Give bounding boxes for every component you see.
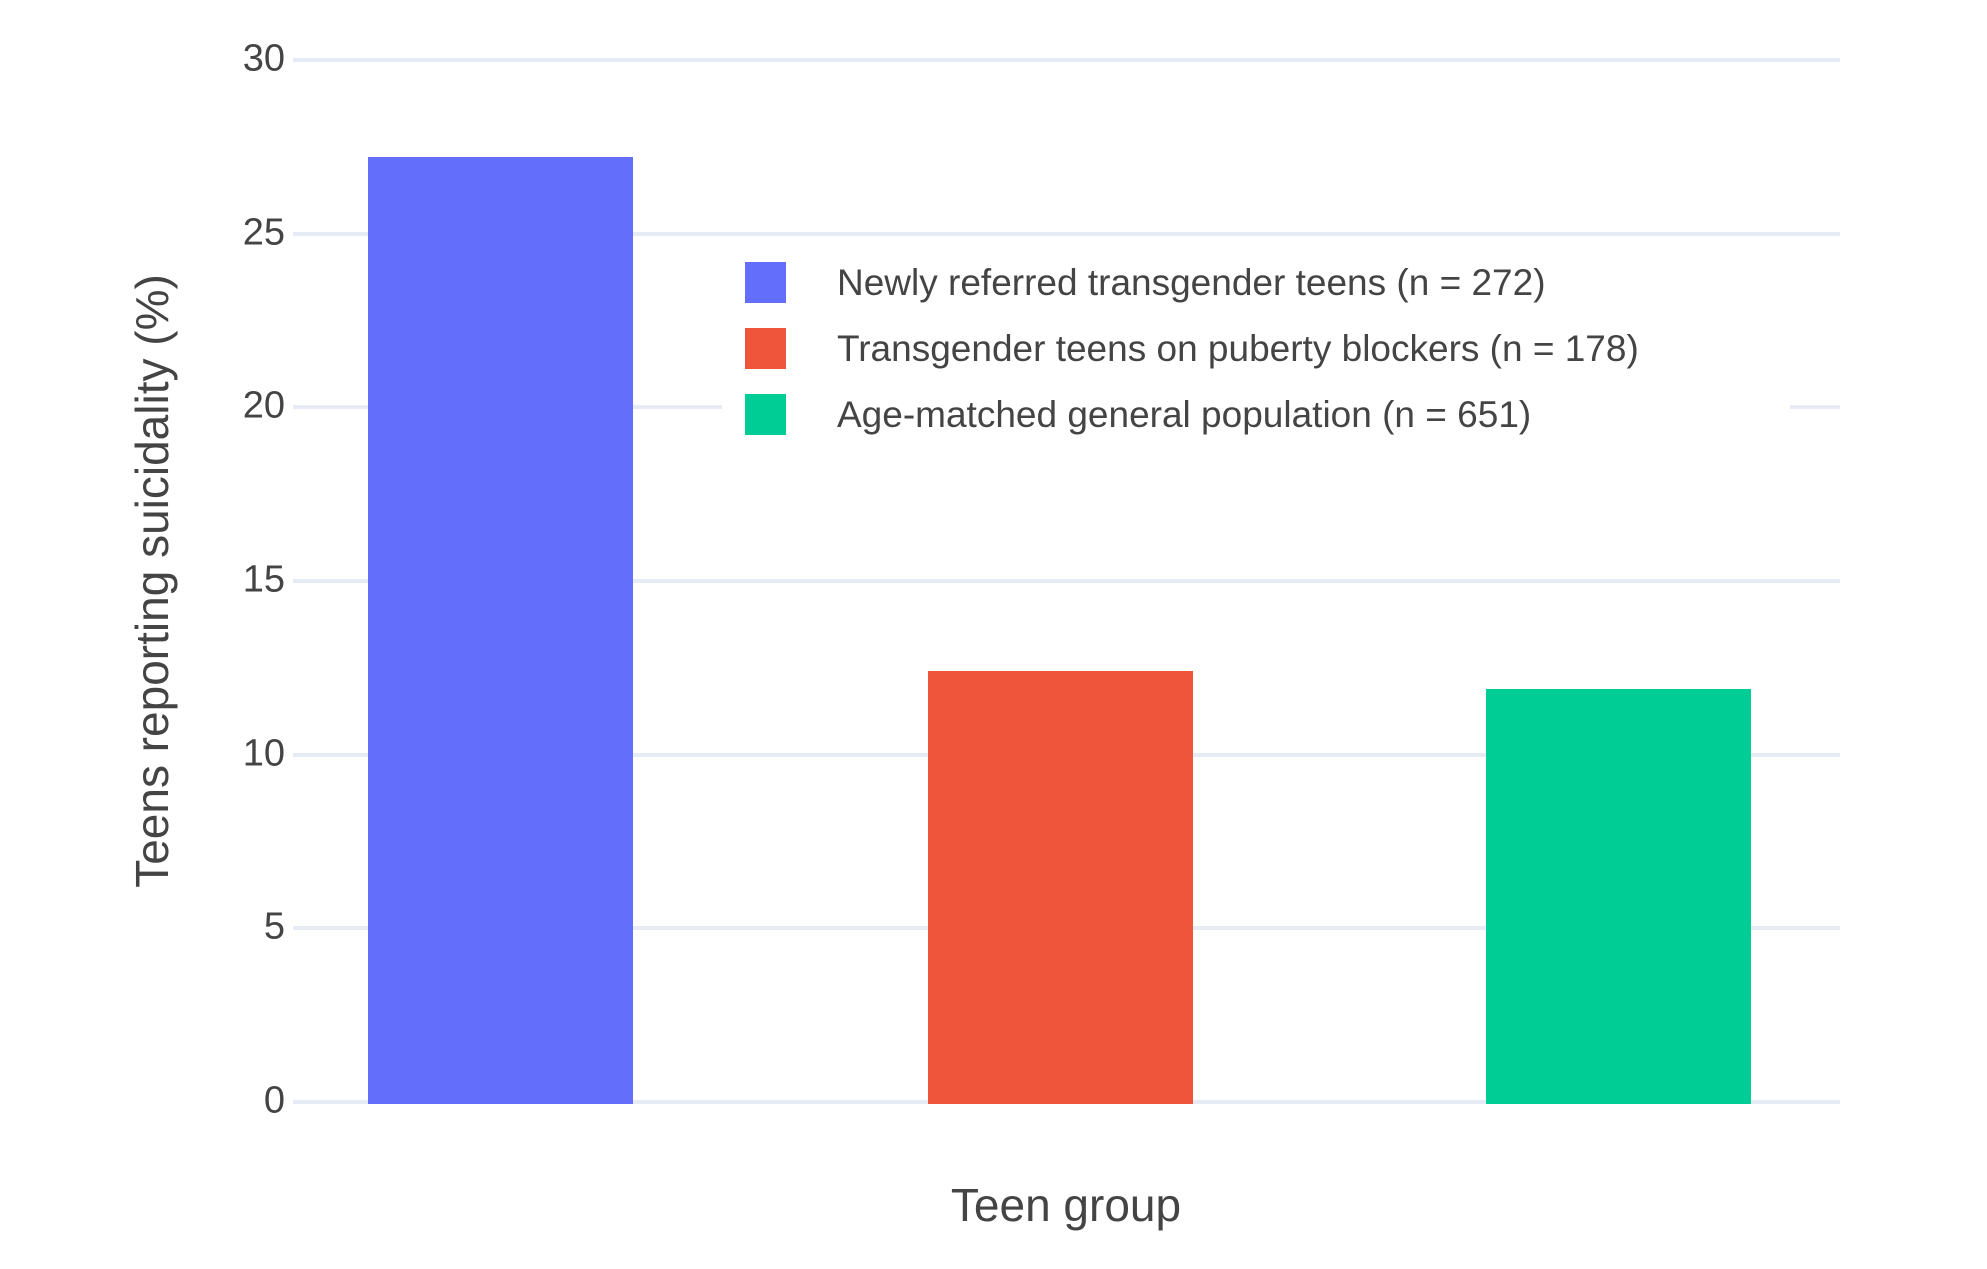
gridline-y-25 [293, 231, 1840, 236]
y-tick-label-10: 10 [242, 732, 285, 775]
legend: Newly referred transgender teens (n = 27… [722, 240, 1790, 455]
y-tick-label-20: 20 [242, 384, 285, 427]
legend-label-0: Newly referred transgender teens (n = 27… [837, 261, 1546, 303]
legend-label-1: Transgender teens on puberty blockers (n… [837, 327, 1639, 369]
legend-swatch-0 [745, 262, 786, 303]
legend-swatch-1 [745, 328, 786, 369]
y-tick-label-30: 30 [242, 37, 285, 80]
y-tick-label-0: 0 [263, 1079, 285, 1122]
bar-0 [367, 157, 633, 1104]
bar-2 [1486, 688, 1752, 1104]
bar-1 [927, 671, 1193, 1104]
legend-item-0: Newly referred transgender teens (n = 27… [745, 262, 1790, 303]
legend-swatch-2 [745, 394, 786, 435]
x-axis-title: Teen group [950, 1179, 1182, 1231]
legend-label-2: Age-matched general population (n = 651) [837, 393, 1532, 435]
y-tick-label-25: 25 [242, 211, 285, 254]
gridline-y-30 [293, 58, 1840, 62]
legend-item-1: Transgender teens on puberty blockers (n… [745, 328, 1790, 369]
y-tick-label-15: 15 [242, 558, 285, 601]
y-tick-label-5: 5 [263, 905, 285, 948]
y-axis-title: Teens reporting suicidality (%) [126, 274, 178, 888]
legend-item-2: Age-matched general population (n = 651) [745, 394, 1790, 435]
gridline-y-15 [293, 579, 1840, 583]
